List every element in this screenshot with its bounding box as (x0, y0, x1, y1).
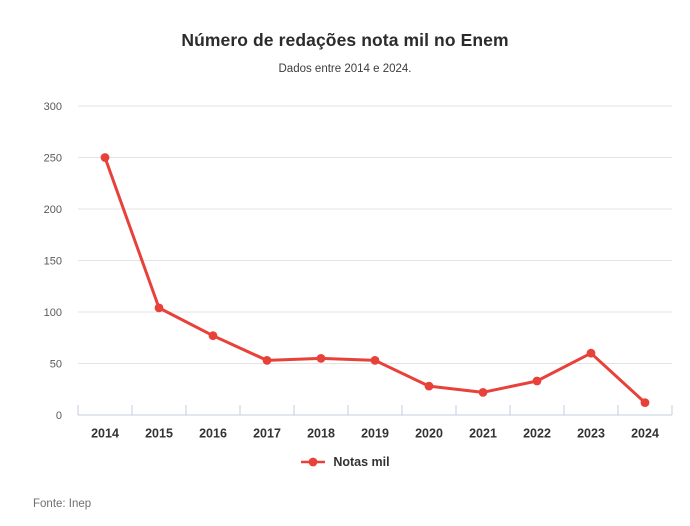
y-axis-tick-label: 50 (50, 359, 62, 371)
data-point (370, 356, 380, 365)
y-axis-tick-label: 300 (44, 101, 62, 113)
chart-subtitle: Dados entre 2014 e 2024. (278, 63, 412, 75)
legend-series-label: Notas mil (333, 455, 390, 469)
data-point (100, 153, 110, 162)
x-axis-tick-label: 2014 (91, 427, 119, 441)
data-point (478, 387, 488, 397)
data-point (262, 356, 272, 365)
y-axis-tick-label: 100 (44, 307, 62, 319)
y-axis-tick-label: 150 (44, 256, 62, 268)
x-axis-tick-label: 2016 (199, 427, 227, 441)
data-point (154, 303, 164, 313)
data-point (640, 398, 650, 408)
x-axis-tick-label: 2017 (253, 427, 281, 441)
x-axis-tick-label: 2021 (469, 427, 497, 441)
x-axis-tick-label: 2023 (577, 427, 605, 441)
x-axis-tick-label: 2019 (361, 427, 389, 441)
data-point (532, 376, 542, 386)
chart-legend: Notas mil (0, 455, 690, 469)
data-point (316, 353, 326, 363)
source-note: Fonte: Inep (33, 498, 92, 510)
x-axis-tick-label: 2024 (631, 427, 659, 441)
data-point (208, 331, 218, 341)
series-line (103, 156, 647, 405)
x-axis-tick-label: 2020 (415, 427, 443, 441)
line-chart-plot: 0 50 100 150 200 250 300 2014 2015 2016 2017 2018 20… (44, 101, 673, 441)
y-axis-tick-label: 0 (56, 410, 62, 422)
x-axis-tick-label: 2022 (523, 427, 551, 441)
y-axis-tick-label: 200 (44, 204, 62, 216)
data-point (586, 348, 596, 358)
x-axis-tick-label: 2015 (145, 427, 173, 441)
y-axis-tick-label: 250 (44, 153, 62, 165)
chart-title: Número de redações nota mil no Enem (181, 30, 509, 50)
x-axis-tick-label: 2018 (307, 427, 335, 441)
legend-line-marker-icon (301, 457, 326, 467)
data-point (424, 381, 434, 391)
